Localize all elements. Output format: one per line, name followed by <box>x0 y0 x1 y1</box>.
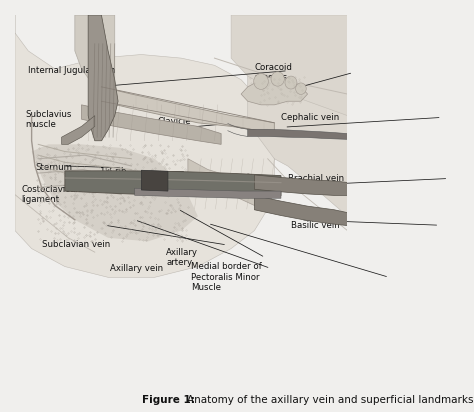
Polygon shape <box>75 15 115 108</box>
Polygon shape <box>65 171 281 196</box>
Circle shape <box>254 74 268 89</box>
Polygon shape <box>188 159 274 213</box>
Circle shape <box>285 76 297 89</box>
Polygon shape <box>88 15 118 141</box>
Circle shape <box>296 83 306 94</box>
Text: Axillary vein: Axillary vein <box>110 264 163 273</box>
Circle shape <box>271 72 284 86</box>
Text: Anatomy of the axillary vein and superficial landmarks.: Anatomy of the axillary vein and superfi… <box>187 395 474 405</box>
Polygon shape <box>82 105 221 144</box>
Polygon shape <box>135 188 281 198</box>
Text: Medial border of
Pectoralis Minor
Muscle: Medial border of Pectoralis Minor Muscle <box>191 262 262 292</box>
Text: Clavicle: Clavicle <box>158 117 191 126</box>
Text: Sternum: Sternum <box>35 163 72 172</box>
Polygon shape <box>248 174 281 195</box>
Text: Figure 1:: Figure 1: <box>142 395 195 405</box>
Text: Subclavius
muscle: Subclavius muscle <box>25 110 72 129</box>
Text: Costoclavicular
ligament: Costoclavicular ligament <box>22 185 87 204</box>
Polygon shape <box>248 129 347 139</box>
Polygon shape <box>15 15 274 277</box>
Text: Brachial vein: Brachial vein <box>288 174 344 183</box>
Polygon shape <box>141 170 168 191</box>
Text: Axillary
artery: Axillary artery <box>166 248 198 267</box>
Text: 1ᴳᵗ rib: 1ᴳᵗ rib <box>100 167 126 176</box>
Text: Subclavian vein: Subclavian vein <box>42 241 110 250</box>
Text: Internal Jugular vein: Internal Jugular vein <box>28 66 116 75</box>
Polygon shape <box>248 15 347 216</box>
Polygon shape <box>255 195 347 226</box>
Polygon shape <box>62 116 95 144</box>
Polygon shape <box>101 87 274 133</box>
Text: Coracoid
process: Coracoid process <box>255 63 292 82</box>
Polygon shape <box>231 15 347 116</box>
Polygon shape <box>32 144 198 241</box>
Polygon shape <box>255 175 347 195</box>
Text: Cephalic vein: Cephalic vein <box>281 113 339 122</box>
Polygon shape <box>241 76 308 105</box>
Text: Basilic vein: Basilic vein <box>291 221 340 230</box>
